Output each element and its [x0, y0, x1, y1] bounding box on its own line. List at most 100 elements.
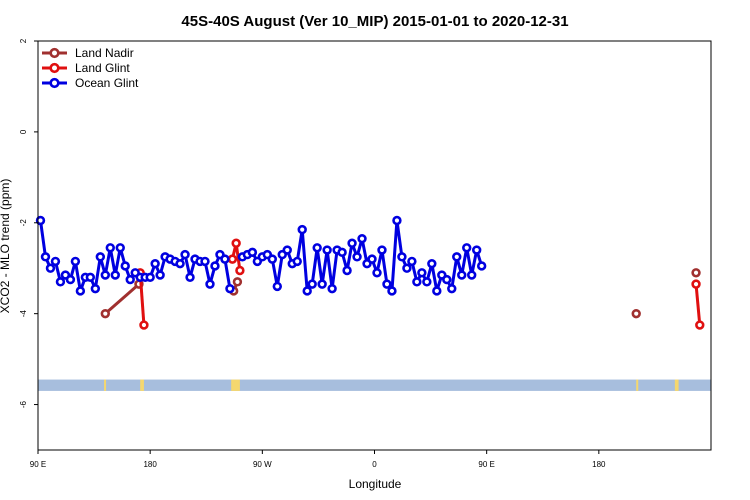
series-ocean-glint-point [282, 245, 292, 255]
series-ocean-glint-point [471, 245, 482, 255]
series-land-glint-point [235, 265, 245, 276]
series-ocean-glint-point [145, 272, 155, 283]
series-ocean-glint-point [100, 270, 111, 280]
land-ocean-strip [38, 379, 711, 391]
series-ocean-glint-point [85, 272, 96, 283]
series-ocean-glint-point [302, 286, 312, 296]
series-ocean-glint-point [200, 256, 210, 267]
y-tick-label: -6 [19, 400, 28, 408]
series-ocean-glint-point [155, 270, 165, 280]
series-ocean-glint-point [272, 281, 282, 292]
series-ocean-glint-point [422, 277, 432, 287]
x-tick-label: 0 [372, 460, 377, 469]
ocean-strip [38, 379, 711, 391]
series-ocean-glint-point [377, 245, 387, 255]
series-ocean-glint-point [105, 243, 115, 253]
chart-title: 45S-40S August (Ver 10_MIP) 2015-01-01 t… [181, 13, 568, 30]
series-ocean-glint-point [312, 243, 322, 253]
land-patch-2 [231, 379, 240, 391]
legend-marker-land-nadir [49, 47, 60, 59]
series-ocean-glint-point [292, 256, 302, 267]
land-patch-4 [674, 379, 679, 391]
series-land-nadir-point [691, 268, 701, 278]
land-patch-1 [140, 379, 144, 391]
series-ocean-glint-point [55, 277, 66, 287]
series-land-glint-point [139, 320, 149, 330]
series-ocean-glint-point [120, 261, 130, 271]
series-layer [35, 215, 705, 330]
series-ocean-glint-point [110, 270, 120, 280]
series-ocean-glint-point [327, 283, 337, 294]
y-axis-label: XCO2 - MLO trend (ppm) [0, 179, 12, 314]
series-ocean-glint-point [462, 243, 472, 253]
y-tick-label: 2 [19, 38, 28, 43]
series-land-glint-point [227, 254, 238, 264]
series-ocean-glint-point [402, 263, 412, 273]
series-ocean-glint-point [432, 286, 442, 296]
series-ocean-glint-point [412, 277, 422, 287]
series-ocean-glint-point [352, 252, 362, 262]
legend-label-land-glint: Land Glint [75, 61, 130, 75]
y-tick-label: -4 [19, 310, 28, 318]
series-ocean-glint-point [372, 268, 382, 278]
series-ocean-glint-point [210, 261, 220, 271]
x-axis-ticks: 90 E 180 90 W 0 90 E 180 [30, 450, 606, 469]
series-ocean-glint-point [247, 247, 258, 258]
series-ocean-glint-point [357, 233, 367, 244]
legend-label-land-nadir: Land Nadir [75, 46, 134, 60]
series-ocean-glint-point [407, 256, 417, 267]
series-ocean-glint-point [347, 238, 357, 248]
series-land-glint-point [691, 279, 701, 289]
series-ocean-glint-point [322, 245, 332, 255]
series-land-nadir-point [232, 277, 243, 287]
legend-label-ocean-glint: Ocean Glint [75, 76, 139, 90]
series-ocean-glint-point [267, 254, 278, 264]
series-ocean-glint-point [205, 279, 215, 289]
series-ocean-glint-point [90, 283, 101, 294]
series-ocean-glint-point [382, 279, 392, 289]
series-ocean-glint-point [175, 258, 185, 269]
series-land-glint-point [695, 320, 705, 330]
series-ocean-glint-point [447, 283, 457, 294]
series-ocean-glint-point [75, 286, 86, 296]
series-ocean-glint-point [220, 254, 230, 264]
series-ocean-glint-point [467, 270, 477, 280]
series-ocean-glint-point [392, 215, 402, 226]
series-ocean-glint-point [317, 279, 327, 289]
legend-marker-ocean-glint [49, 77, 60, 89]
x-axis-label: Longitude [349, 477, 402, 491]
series-ocean-glint-point [307, 279, 317, 289]
series-land-glint-point [231, 238, 241, 248]
series-ocean-glint-point [337, 247, 347, 258]
series-ocean-glint-point [452, 252, 462, 262]
series-ocean-glint-point [50, 256, 61, 267]
legend-marker-land-glint [49, 62, 60, 74]
series-ocean-glint-point [297, 224, 307, 235]
series-ocean-glint-point [367, 254, 377, 264]
x-tick-label: 180 [592, 460, 606, 469]
series-ocean-glint-point [397, 252, 407, 262]
y-tick-label: 0 [19, 129, 28, 134]
series-ocean-glint-point [457, 270, 467, 280]
y-axis-ticks: 2 0 -2 -4 -6 [19, 38, 38, 408]
land-patch-0 [104, 379, 107, 391]
series-ocean-glint [35, 215, 487, 296]
series-ocean-glint-point [95, 252, 106, 262]
series-ocean-glint-point [45, 263, 56, 273]
series-land-nadir [100, 268, 701, 319]
series-ocean-glint-point [40, 252, 51, 262]
series-ocean-glint-point [387, 286, 397, 296]
series-ocean-glint-point [417, 268, 427, 278]
series-ocean-glint-point [115, 243, 125, 253]
series-ocean-glint-point [225, 283, 235, 294]
series-ocean-glint-point [65, 274, 76, 285]
series-land-nadir-point [631, 308, 641, 319]
series-land-nadir-line-0 [104, 283, 140, 315]
series-ocean-glint-point [150, 258, 160, 269]
x-tick-label: 90 E [30, 460, 46, 469]
land-patch-3 [636, 379, 639, 391]
series-ocean-glint-point [125, 274, 135, 285]
series-ocean-glint-point [442, 274, 452, 285]
